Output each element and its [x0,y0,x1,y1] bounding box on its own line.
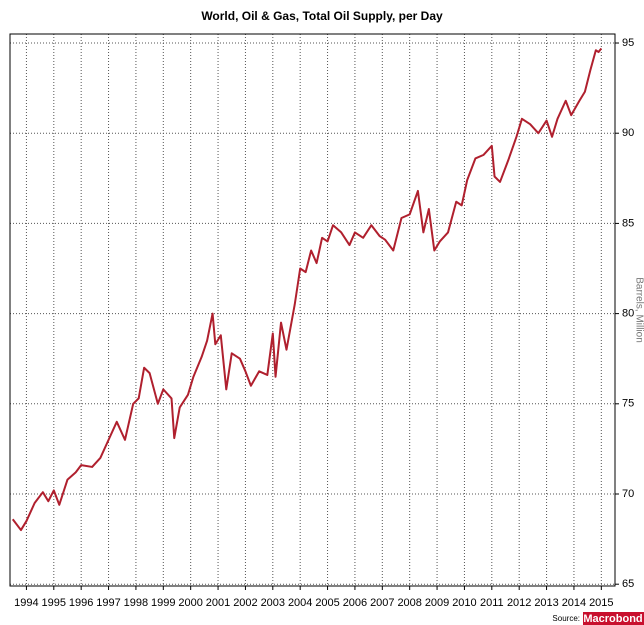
x-tick-label: 2002 [233,597,257,609]
source-label: Source: [552,614,580,623]
x-tick-label: 1997 [96,597,120,609]
x-tick-label: 2011 [480,597,504,609]
y-tick-label: 85 [622,217,634,229]
x-tick-label: 2013 [534,597,558,609]
y-tick-label: 70 [622,488,634,500]
y-tick-label: 95 [622,37,634,49]
y-axis-label: Barrels, Million [633,277,644,343]
x-tick-label: 1998 [124,597,148,609]
x-tick-label: 2006 [343,597,367,609]
x-tick-label: 2008 [397,597,421,609]
x-tick-label: 1996 [69,597,93,609]
x-tick-label: 2000 [178,597,202,609]
source-badge [583,612,644,625]
x-tick-label: 2005 [315,597,339,609]
x-tick-label: 2014 [562,597,586,609]
x-tick-label: 2001 [206,597,230,609]
x-tick-label: 2007 [370,597,394,609]
source-brand: Macrobond [583,613,642,625]
y-tick-label: 65 [622,578,634,590]
x-tick-label: 2012 [507,597,531,609]
x-tick-label: 2009 [425,597,449,609]
x-tick-label: 1999 [151,597,175,609]
x-tick-label: 2010 [452,597,476,609]
y-tick-label: 90 [622,127,634,139]
x-tick-label: 2015 [589,597,613,609]
y-tick-label: 75 [622,398,634,410]
chart-title: World, Oil & Gas, Total Oil Supply, per … [201,9,443,23]
plot-frame [9,33,616,587]
x-tick-label: 1994 [14,597,38,609]
x-tick-label: 2003 [261,597,285,609]
y-tick-label: 80 [622,308,634,320]
x-tick-label: 1995 [42,597,66,609]
x-tick-label: 2004 [288,597,312,609]
data-line [11,47,603,532]
